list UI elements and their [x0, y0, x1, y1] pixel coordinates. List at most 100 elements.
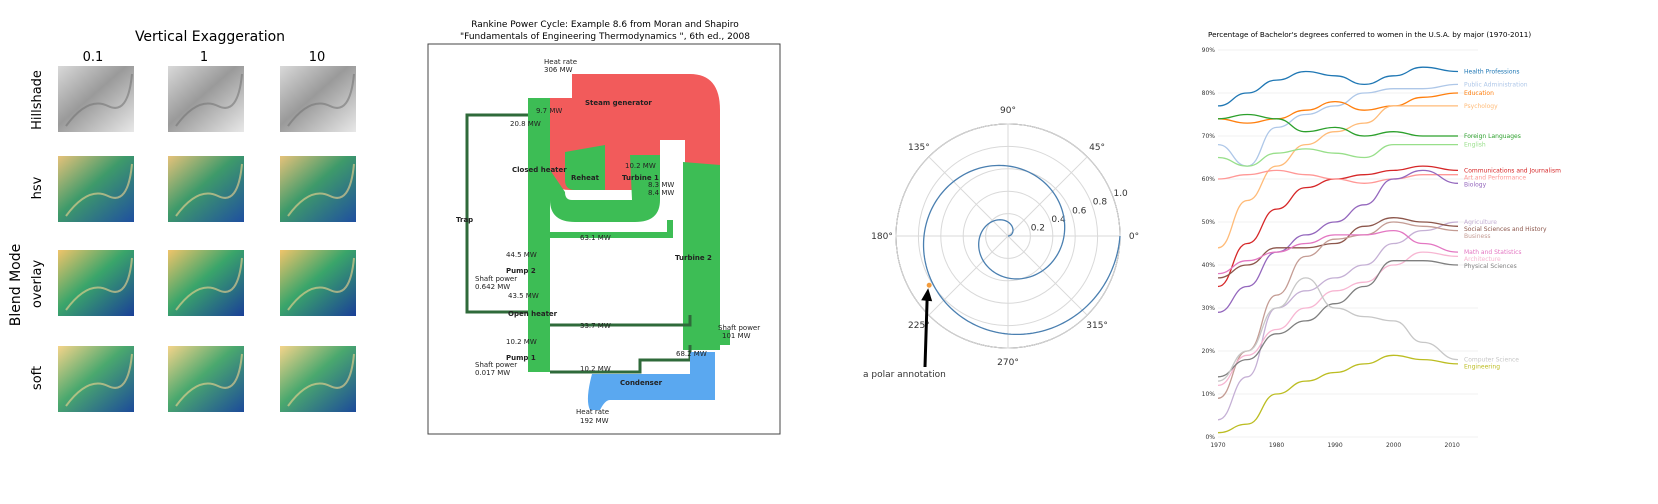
sankey-frame [427, 43, 781, 435]
shaft-power-p1-label: Shaft power [475, 361, 517, 369]
vertical-exaggeration-figure: Vertical Exaggeration 0.1 1 10 Hillshade… [0, 0, 390, 504]
shaft-power-p1-value: 0.017 MW [475, 369, 510, 377]
series-line [1217, 221, 1459, 421]
ve-tile-ridge [287, 353, 355, 407]
vertical-exaggeration-svg: Vertical Exaggeration 0.1 1 10 Hillshade… [8, 29, 356, 412]
series-label: Computer Science [1464, 357, 1519, 364]
turbine-flow [610, 155, 660, 222]
x-tick-label: 2000 [1386, 442, 1401, 449]
ve-tile-ridge [175, 257, 243, 311]
ve-row-label: overlay [30, 260, 45, 309]
heat-rate-out-value: 192 MW [580, 417, 609, 425]
y-tick-label: 90% [1202, 47, 1216, 54]
spiral-line [922, 164, 1121, 336]
ve-tile-ridge [65, 353, 133, 407]
polar-angle-label: 90° [1000, 106, 1016, 116]
annotation-arrow [923, 297, 929, 368]
annotation-text: a polar annotation [863, 370, 946, 380]
series-line [1217, 169, 1459, 313]
x-tick-label: 2010 [1445, 442, 1460, 449]
series-label: Art and Performance [1464, 174, 1526, 181]
ve-tile-ridge [175, 73, 243, 127]
pump-1-label: Pump 1 [506, 354, 536, 362]
shaft-power-out-label: Shaft power [718, 324, 760, 332]
polar-angle-grid [1007, 156, 1088, 237]
polar-angle-grid [928, 156, 1009, 237]
annotation-point [926, 282, 932, 288]
polar-angle-label: 0° [1129, 232, 1139, 242]
ve-tile-ridge [287, 257, 355, 311]
series-line [1217, 251, 1459, 387]
shaft-power-p2-value: 0.642 MW [475, 283, 510, 291]
polar-svg: 90° 45° 0° 315° 270° 225° 180° 135° 0.2 0.4 0.6 0.… [863, 106, 1139, 380]
sankey-title-line2: "Fundamentals of Engineering Thermodynam… [460, 32, 750, 42]
ve-row-label: hsv [30, 176, 45, 199]
shaft-power-p2-label: Shaft power [475, 275, 517, 283]
series-label: Biology [1464, 181, 1487, 188]
y-tick-label: 0% [1205, 434, 1215, 441]
polar-angle-grid [928, 235, 1009, 316]
turbine-2-flow [700, 330, 730, 345]
pump-2-label: Pump 2 [506, 267, 536, 275]
polar-r-label: 0.6 [1072, 206, 1087, 216]
y-tick-label: 20% [1202, 348, 1216, 355]
series-label: Health Professions [1464, 69, 1519, 76]
women-degrees-figure: Percentage of Bachelor's degrees conferr… [1200, 0, 1658, 504]
y-tick-label: 50% [1202, 219, 1216, 226]
series-line [1217, 260, 1459, 378]
series-label: Architecture [1464, 256, 1501, 263]
turbine-2-flow [683, 162, 720, 350]
series-label: Psychology [1464, 103, 1498, 110]
polar-angle-label: 45° [1089, 143, 1105, 153]
sankey-svg: Rankine Power Cycle: Example 8.6 from Mo… [427, 20, 781, 435]
series-label: Business [1464, 233, 1490, 240]
ve-col-label: 1 [200, 50, 208, 65]
ve-row-label: soft [30, 366, 45, 390]
open-heater-loop [550, 315, 692, 327]
y-tick-label: 80% [1202, 90, 1216, 97]
series-label: Math and Statistics [1464, 249, 1522, 256]
polar-angle-label: 315° [1086, 321, 1108, 331]
turbine-flow [565, 145, 605, 190]
ve-tile-ridge [287, 163, 355, 217]
series-line [1217, 113, 1458, 137]
annotation-arrowhead [921, 288, 933, 302]
polar-r-label: 0.4 [1051, 215, 1066, 225]
return-flow [528, 220, 673, 238]
polar-r-label: 0.2 [1031, 223, 1045, 233]
polar-angle-label: 225° [908, 321, 930, 331]
flow-label: 33.7 MW [580, 322, 611, 330]
flow-label: 20.8 MW [510, 120, 541, 128]
ve-tile-ridge [65, 163, 133, 217]
flow-label: 8.3 MW [648, 181, 674, 189]
polar-angle-label: 135° [908, 143, 930, 153]
polar-angle-label: 180° [871, 232, 893, 242]
heat-rate-in-label: Heat rate [544, 58, 577, 66]
y-tick-label: 10% [1202, 391, 1216, 398]
polar-angle-label: 270° [997, 358, 1019, 368]
heat-rate-out-label: Heat rate [576, 408, 609, 416]
flow-label: 10.2 MW [625, 162, 656, 170]
pump-1-loop [550, 345, 692, 374]
flow-label: 43.5 MW [508, 292, 539, 300]
polar-angle-grid [1007, 235, 1088, 316]
ve-tile-ridge [65, 73, 133, 127]
condenser-label: Condenser [620, 379, 663, 387]
x-tick-label: 1970 [1210, 442, 1225, 449]
flow-label: 10.2 MW [580, 365, 611, 373]
series-line [1217, 221, 1459, 399]
series-label: Communications and Journalism [1464, 167, 1561, 174]
heat-rate-in-value: 306 MW [544, 66, 573, 74]
series-line [1217, 143, 1458, 167]
ve-col-label: 0.1 [83, 50, 104, 65]
shaft-power-out-value: 101 MW [722, 332, 751, 340]
closed-heater-label: Closed heater [512, 166, 567, 174]
series-label: Agriculture [1464, 219, 1497, 226]
polar-figure: 90° 45° 0° 315° 270° 225° 180° 135° 0.2 0.4 0.6 0.… [850, 0, 1190, 504]
flow-label: 68.2 MW [676, 350, 707, 358]
series-line [1217, 169, 1458, 184]
x-tick-label: 1980 [1269, 442, 1284, 449]
y-tick-label: 60% [1202, 176, 1216, 183]
series-line [1217, 105, 1458, 249]
series-line [1217, 92, 1459, 124]
